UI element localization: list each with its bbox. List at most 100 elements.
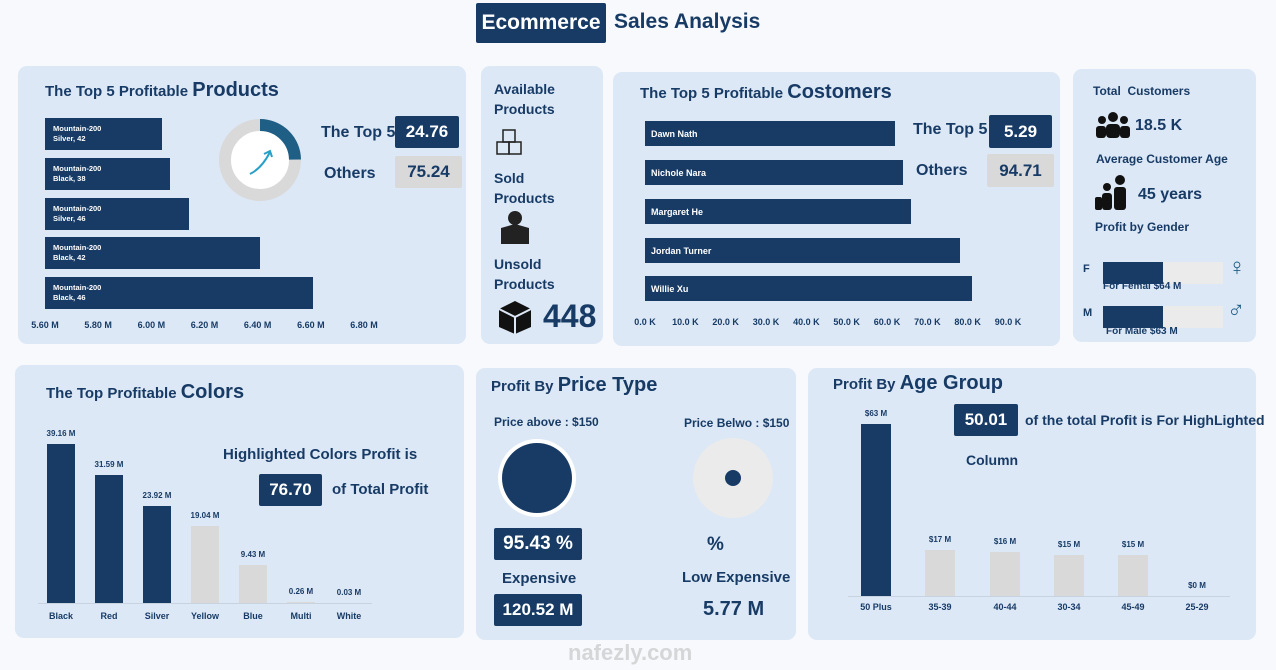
icon (496, 129, 522, 155)
bar-label: Mountain-200 Silver, 46 (53, 204, 102, 223)
baseline (38, 603, 372, 604)
bar (1103, 262, 1164, 284)
x-tick-label: 50 Plus (860, 602, 892, 612)
panel-title: The Top 5 Profitable Costomers (640, 81, 892, 104)
bar (1054, 555, 1084, 596)
watermark: nafezly.com (568, 640, 693, 665)
x-tick-label: 50.0 K (833, 317, 860, 327)
value-label: 9.43 M (240, 549, 266, 559)
bar (645, 199, 912, 224)
top5-value: 5.29 (989, 115, 1052, 148)
x-tick-label: Yellow (190, 611, 220, 621)
x-tick-label: 40-44 (993, 602, 1017, 612)
available-label: Available Products (494, 81, 555, 117)
baseline (848, 596, 1230, 597)
x-tick-label: 6.80 M (350, 320, 378, 330)
gender-code: M (1083, 307, 1093, 319)
x-tick-label: White (336, 611, 362, 621)
bar (239, 564, 267, 603)
x-tick-label: 60.0 K (873, 317, 901, 327)
others-label: Others (324, 165, 376, 182)
bar-label: Mountain-200 Black, 38 (53, 164, 102, 183)
bar (45, 237, 261, 269)
top5-label: The Top 5 (913, 121, 988, 138)
bar (45, 198, 189, 230)
note-text: Highlighted Colors Profit is (223, 446, 418, 463)
x-tick-label: 40.0 K (793, 317, 820, 327)
x-tick-label: 6.40 M (243, 320, 272, 330)
value-label: $15 M (1057, 540, 1081, 550)
title-main: Colors (180, 381, 245, 403)
bar (645, 160, 904, 185)
value-label: $17 M (928, 534, 952, 544)
title-main: Costomers (787, 81, 892, 103)
gender-label: Profit by Gender (1095, 220, 1190, 234)
bar (1103, 306, 1163, 328)
panel-title: Profit By Price Type (491, 374, 657, 397)
donut-arc (219, 119, 301, 201)
bar (287, 601, 315, 603)
x-tick-label: 30.0 K (752, 317, 780, 327)
x-tick-label: 6.60 M (297, 320, 325, 330)
bar (861, 424, 891, 596)
gender-code: F (1083, 263, 1090, 275)
title-prefix: The Top Profitable (46, 385, 177, 402)
title-prefix: The Top 5 Profitable (45, 83, 189, 100)
x-tick-label: 90.0 K (994, 317, 1022, 327)
bar (191, 525, 219, 603)
age-value: 45 years (1138, 186, 1203, 203)
female-icon: ♀ (1228, 254, 1246, 281)
value-label: 23.92 M (142, 491, 172, 501)
bar (645, 121, 896, 146)
bar (1118, 555, 1148, 596)
bar-label: For Femal $64 M (1103, 281, 1182, 292)
bar (990, 552, 1020, 596)
expensive-label: Expensive (502, 570, 577, 587)
panel (481, 66, 603, 344)
bar-label: Jordan Turner (651, 245, 712, 256)
donut (219, 119, 301, 201)
title-main: Age Group (899, 372, 1004, 394)
sold-label: Sold Products (494, 170, 555, 206)
x-tick-label: 45-49 (1121, 602, 1145, 612)
x-tick-label: 80.0 K (954, 317, 981, 327)
title-main: Products (192, 79, 279, 101)
note-value: 76.70 (259, 474, 322, 506)
bar-label: Mountain-200 Silver, 42 (53, 124, 102, 143)
x-tick-label: Red (100, 611, 118, 621)
male-icon: ♂ (1227, 297, 1245, 324)
title-rest: Sales Analysis (614, 10, 761, 33)
bar-label: Nichole Nara (651, 167, 707, 178)
bar-label: Willie Xu (651, 283, 689, 294)
bar-label: Mountain-200 Black, 46 (53, 283, 102, 302)
x-tick-label: 70.0 K (914, 317, 941, 327)
bar (645, 276, 972, 301)
title-prefix: Profit By (833, 376, 896, 393)
icon (1096, 112, 1130, 138)
low-label: Low Expensive (682, 569, 791, 586)
note-text: Column (966, 452, 1019, 468)
top5-value: 24.76 (395, 116, 459, 148)
value-label: $16 M (993, 537, 1017, 547)
expensive-circle (502, 443, 572, 513)
title-highlight: Ecommerce (476, 3, 606, 43)
x-tick-label: Multi (290, 611, 312, 621)
panel-title: The Top 5 Profitable Products (45, 79, 279, 102)
total-label: Total Customers (1093, 84, 1191, 98)
bar (47, 444, 75, 603)
bar (45, 118, 162, 150)
icon (498, 301, 532, 334)
low-percent: % (707, 534, 724, 555)
x-tick-label: 5.80 M (84, 320, 112, 330)
x-tick-label: 5.60 M (31, 320, 59, 330)
panel-title: Profit By Age Group (833, 372, 1003, 395)
total-value: 18.5 K (1135, 117, 1183, 134)
icon (501, 211, 529, 244)
age-label: Average Customer Age (1096, 152, 1228, 166)
value-label: 39.16 M (46, 429, 76, 439)
bar (925, 549, 955, 596)
x-tick-label: 6.20 M (190, 320, 219, 330)
circle (498, 439, 576, 517)
others-value: 94.71 (987, 154, 1054, 187)
